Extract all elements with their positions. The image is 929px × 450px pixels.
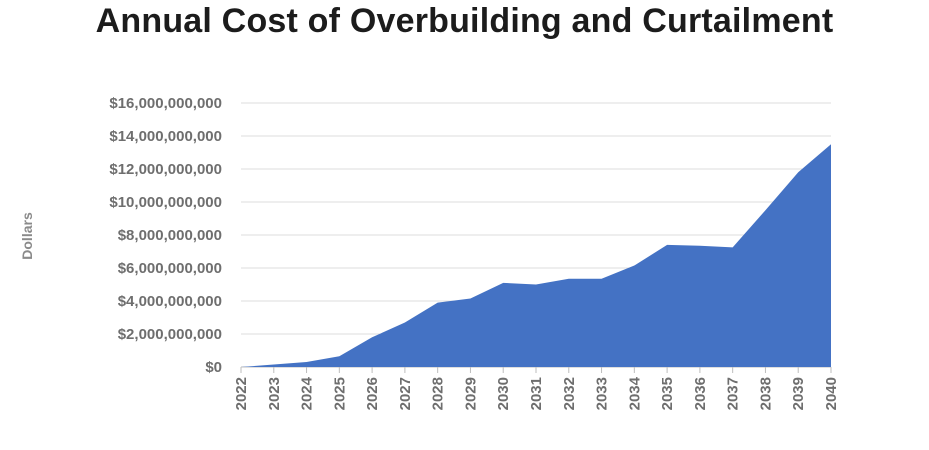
x-tick-label: 2038 (757, 377, 774, 410)
x-tick-label: 2039 (790, 377, 807, 410)
y-tick-label: $10,000,000,000 (109, 194, 222, 211)
y-tick-label: $0 (205, 359, 222, 376)
x-tick-label: 2035 (659, 377, 676, 410)
x-tick-label: 2034 (626, 376, 643, 410)
x-tick-label: 2029 (462, 377, 479, 410)
y-tick-label: $6,000,000,000 (118, 260, 222, 277)
x-tick-label: 2022 (233, 377, 250, 410)
x-tick-label: 2025 (331, 377, 348, 410)
x-tick-label: 2023 (266, 377, 283, 410)
y-tick-label: $16,000,000,000 (109, 95, 222, 112)
x-tick-label: 2027 (397, 377, 414, 410)
x-axis-ticks: 2022 2023 2024 2025 2026 2027 2028 2029 2030 2031… (233, 367, 840, 410)
area-series (241, 144, 831, 367)
x-tick-label: 2036 (692, 377, 709, 410)
chart-title: Annual Cost of Overbuilding and Curtailm… (95, 2, 834, 40)
x-tick-label: 2037 (725, 377, 742, 410)
x-tick-label: 2030 (495, 377, 512, 410)
x-tick-label: 2033 (594, 377, 611, 410)
x-tick-label: 2040 (823, 377, 840, 410)
y-tick-label: $14,000,000,000 (109, 128, 222, 145)
y-axis-ticks: $0 $2,000,000,000 $4,000,000,000 $6,000,000… (109, 95, 222, 376)
x-tick-label: 2026 (364, 377, 381, 410)
x-tick-label: 2032 (561, 377, 578, 410)
x-tick-label: 2024 (299, 376, 316, 410)
data-area (241, 144, 831, 367)
y-tick-label: $8,000,000,000 (118, 227, 222, 244)
x-tick-label: 2028 (430, 377, 447, 410)
y-tick-label: $2,000,000,000 (118, 326, 222, 343)
y-axis-label: Dollars (19, 212, 35, 260)
y-tick-label: $4,000,000,000 (118, 293, 222, 310)
x-tick-label: 2031 (528, 377, 545, 410)
y-tick-label: $12,000,000,000 (109, 161, 222, 178)
